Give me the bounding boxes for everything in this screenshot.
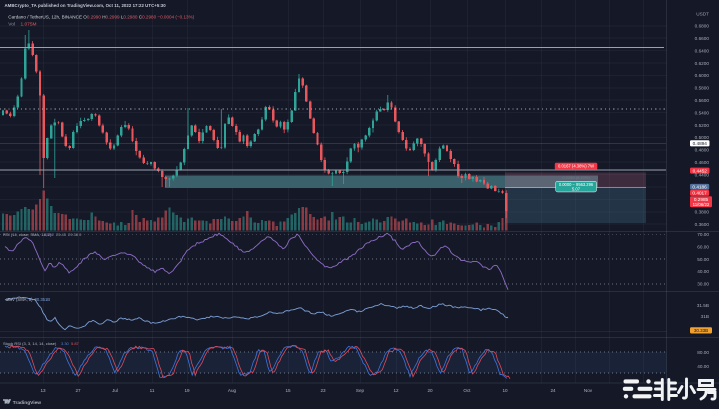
- svg-text:80.00: 80.00: [697, 350, 709, 355]
- svg-text:0.5000: 0.5000: [695, 135, 710, 140]
- svg-text:OBV (SMA, 5): OBV (SMA, 5): [6, 297, 33, 302]
- svg-text:0.6600: 0.6600: [695, 36, 710, 41]
- svg-text:24: 24: [550, 388, 556, 393]
- svg-text:0.5600: 0.5600: [695, 98, 710, 103]
- svg-text:11: 11: [150, 388, 155, 393]
- svg-text:0.5200: 0.5200: [695, 123, 710, 128]
- svg-text:Nov: Nov: [584, 388, 593, 393]
- svg-text:70.00: 70.00: [697, 232, 709, 237]
- svg-text:30.351B: 30.351B: [35, 297, 51, 302]
- svg-text:0.6200: 0.6200: [695, 61, 710, 66]
- svg-text:0.6800: 0.6800: [695, 24, 710, 29]
- svg-text:USDT: USDT: [696, 12, 709, 17]
- svg-text:1.075M: 1.075M: [21, 22, 37, 28]
- svg-text:5.07: 5.07: [572, 187, 581, 192]
- svg-text:AMBCrypto_TA published on Trad: AMBCrypto_TA published on TradingView.co…: [5, 3, 167, 8]
- svg-text:40.00: 40.00: [697, 269, 709, 274]
- svg-text:25.45: 25.45: [56, 232, 67, 237]
- svg-text:29.38 0: 29.38 0: [68, 232, 82, 237]
- svg-text:Vol: Vol: [8, 22, 15, 28]
- svg-text:0.4894: 0.4894: [693, 141, 708, 146]
- svg-text:11/06/22: 11/06/22: [693, 202, 710, 207]
- svg-text:19: 19: [184, 388, 190, 393]
- svg-text:TradingView: TradingView: [13, 400, 41, 406]
- svg-text:5.87: 5.87: [71, 341, 80, 346]
- svg-text:20: 20: [427, 388, 433, 393]
- svg-text:RSI (14, close, SMA, 14, 2): RSI (14, close, SMA, 14, 2): [3, 232, 52, 237]
- svg-text:27: 27: [75, 388, 81, 393]
- svg-text:0.3600: 0.3600: [695, 222, 710, 227]
- svg-text:0.5800: 0.5800: [695, 86, 710, 91]
- svg-text:0.5400: 0.5400: [695, 110, 710, 115]
- svg-text:0.2985: 0.2985: [694, 197, 709, 202]
- svg-text:30.33B: 30.33B: [694, 328, 708, 333]
- svg-text:30.00: 30.00: [697, 282, 709, 287]
- svg-text:Jul: Jul: [112, 388, 118, 393]
- svg-text:50.00: 50.00: [697, 257, 709, 262]
- svg-text:10: 10: [502, 388, 508, 393]
- svg-text:12: 12: [393, 388, 399, 393]
- svg-text:0.0167 (4.38%) 7W: 0.0167 (4.38%) 7W: [558, 164, 594, 169]
- svg-text:60.00: 60.00: [697, 244, 709, 249]
- svg-text:Cardano / TetherUS, 12h, BINAN: Cardano / TetherUS, 12h, BINANCE O0.2990…: [8, 14, 194, 19]
- svg-text:0.0269 (6.43%): 0.0269 (6.43%): [562, 175, 590, 180]
- svg-text:3.30: 3.30: [61, 341, 70, 346]
- svg-text:Sep: Sep: [356, 388, 365, 393]
- svg-text:31.5B: 31.5B: [697, 303, 709, 308]
- svg-text:15: 15: [285, 388, 291, 393]
- svg-text:31B: 31B: [701, 314, 709, 319]
- svg-text:0.4600: 0.4600: [695, 160, 710, 165]
- svg-text:0.6400: 0.6400: [695, 48, 710, 53]
- svg-text:25.92: 25.92: [44, 232, 55, 237]
- svg-text:Oct: Oct: [463, 388, 471, 393]
- svg-text:13: 13: [40, 388, 46, 393]
- svg-text:23: 23: [320, 388, 326, 393]
- svg-text:Stoch RSI (3, 3, 14, 14, close: Stoch RSI (3, 3, 14, 14, close): [3, 341, 57, 346]
- svg-text:0.4400: 0.4400: [695, 172, 710, 177]
- svg-text:0.4800: 0.4800: [695, 148, 710, 153]
- svg-text:0.6000: 0.6000: [695, 73, 710, 78]
- svg-text:Aug: Aug: [228, 388, 237, 393]
- svg-text:40.00: 40.00: [697, 364, 709, 369]
- svg-text:0.3800: 0.3800: [695, 210, 710, 215]
- svg-text:0.0000 − 9563.296: 0.0000 − 9563.296: [559, 182, 594, 187]
- svg-text:0.4186: 0.4186: [692, 185, 707, 190]
- svg-text:0.4017: 0.4017: [692, 191, 707, 196]
- svg-text:0.4452: 0.4452: [693, 168, 708, 173]
